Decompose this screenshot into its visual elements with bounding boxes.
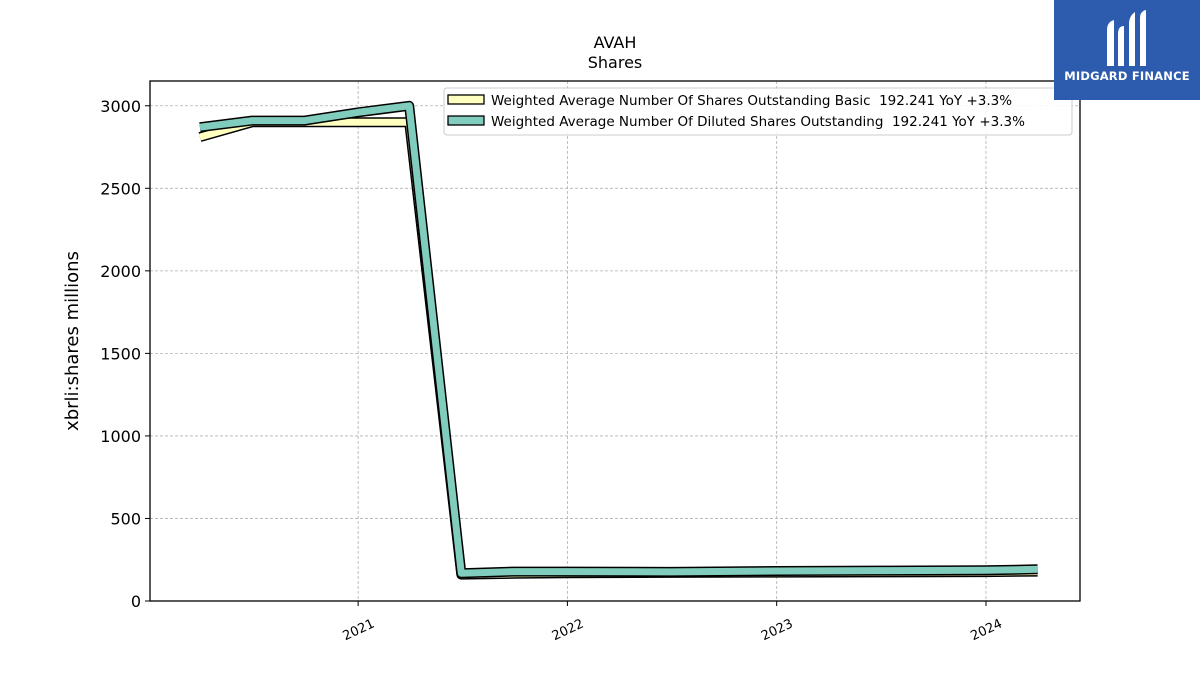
chart-subtitle: Shares — [588, 53, 643, 72]
legend-swatch-basic — [447, 94, 485, 105]
midgard-finance-logo: MIDGARD FINANCE — [1054, 0, 1200, 100]
legend-label-diluted: Weighted Average Number Of Diluted Share… — [491, 114, 1025, 130]
y-tick-label: 3000 — [100, 97, 141, 116]
x-tick-label: 2024 — [968, 617, 1004, 645]
y-tick-label: 1000 — [100, 427, 141, 446]
y-tick-label: 2500 — [100, 179, 141, 198]
x-tick-label: 2022 — [550, 617, 586, 645]
plot-frame — [149, 80, 1081, 602]
series-basic-line — [198, 118, 1038, 579]
y-tick-label: 500 — [110, 509, 141, 528]
series-basic-outline — [198, 117, 1038, 580]
y-tick-label: 1500 — [100, 344, 141, 363]
x-tick-label: 2021 — [341, 617, 377, 645]
series-layer — [198, 100, 1038, 580]
legend: Weighted Average Number Of Shares Outsta… — [443, 87, 1073, 136]
y-axis-label: xbrli:shares millions — [62, 251, 83, 431]
series-diluted-line — [199, 102, 1038, 577]
axes: 0 500 1000 1500 2000 2500 3000 2021 2022 2023 2024 — [100, 97, 1004, 644]
grid-lines — [150, 81, 1080, 601]
legend-swatch-diluted — [447, 115, 485, 126]
series-diluted-outline — [199, 100, 1038, 579]
chart-title: AVAH — [594, 33, 637, 52]
brand-name: MIDGARD FINANCE — [1064, 69, 1190, 83]
x-tick-label: 2023 — [759, 617, 795, 645]
legend-label-basic: Weighted Average Number Of Shares Outsta… — [491, 93, 1012, 109]
legend-frame — [443, 87, 1073, 136]
y-tick-label: 0 — [131, 592, 141, 611]
midgard-m-logo-icon — [1107, 10, 1146, 66]
y-tick-label: 2000 — [100, 262, 141, 281]
